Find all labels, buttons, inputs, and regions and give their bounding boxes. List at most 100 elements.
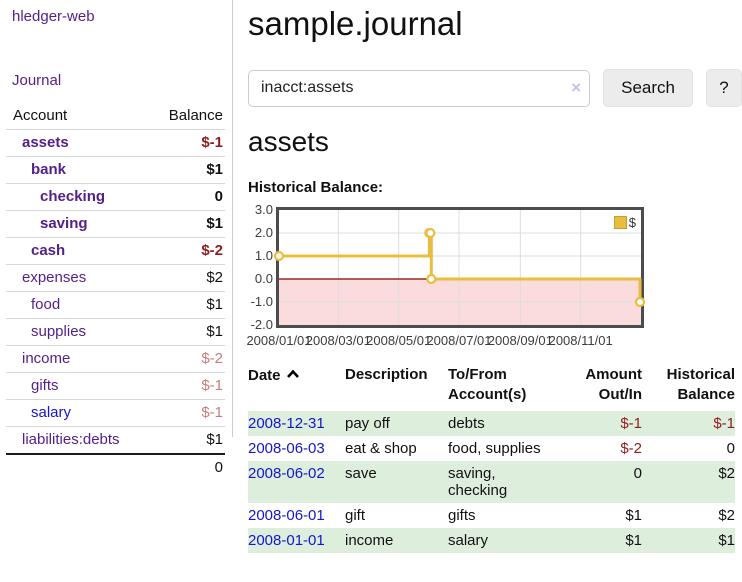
transaction-accounts: gifts — [448, 507, 476, 524]
transaction-description: pay off — [345, 415, 390, 432]
account-link-supplies[interactable]: supplies — [31, 323, 87, 340]
account-row: bank $1 — [6, 156, 225, 184]
search-input[interactable] — [248, 69, 591, 107]
transaction-accounts: debts — [448, 415, 485, 432]
col-description: Description — [345, 366, 428, 383]
account-balance: 0 — [214, 188, 223, 205]
transaction-description: save — [345, 465, 377, 482]
account-row: assets $-1 — [6, 129, 225, 157]
register-row[interactable]: 2008-01-01 income salary $1 $1 — [248, 528, 735, 553]
legend-label: $ — [628, 215, 636, 230]
col-tofrom: To/From Account(s) — [448, 366, 527, 403]
x-axis-tick: 2008/05/01 — [366, 333, 432, 348]
search-button[interactable]: Search — [603, 69, 693, 107]
account-balance: $1 — [206, 161, 223, 178]
transaction-date-link[interactable]: 2008-06-03 — [248, 440, 325, 457]
transaction-date-link[interactable]: 2008-12-31 — [248, 415, 325, 432]
transaction-amount: $-1 — [620, 415, 642, 432]
chart-heading: Historical Balance: — [248, 179, 384, 196]
account-row: income $-2 — [6, 345, 225, 373]
search-input-wrap: × — [248, 69, 591, 107]
account-row: food $1 — [6, 291, 225, 319]
account-link-bank[interactable]: bank — [31, 161, 67, 178]
register-table: Date Description To/From Account(s) Amoun… — [248, 363, 735, 553]
account-balance: $1 — [206, 323, 223, 340]
x-axis-tick: 2008/01/01 — [246, 333, 312, 348]
accounts-col-account: Account — [13, 107, 68, 124]
search-bar: × Search ? — [248, 69, 742, 107]
account-link-salary[interactable]: salary — [31, 404, 72, 421]
register-row[interactable]: 2008-06-02 save saving, checking 0 $2 — [248, 461, 735, 503]
chart-plot-area[interactable]: $ — [273, 207, 646, 328]
account-link-income[interactable]: income — [22, 350, 71, 367]
x-axis-tick: 2008/03/01 — [305, 333, 371, 348]
transaction-amount: $1 — [625, 507, 642, 524]
register-row[interactable]: 2008-06-03 eat & shop food, supplies $-2… — [248, 436, 735, 461]
sidebar: hledger-web Journal Account Balance asse… — [0, 0, 233, 476]
main-content: sample.journal × Search ? assets Histori… — [246, 0, 742, 553]
transaction-balance: 0 — [726, 440, 735, 457]
chart-svg — [273, 210, 646, 325]
transaction-balance: $-1 — [713, 415, 735, 432]
register-row[interactable]: 2008-12-31 pay off debts $-1 $-1 — [248, 411, 735, 436]
account-link-gifts[interactable]: gifts — [31, 377, 59, 394]
col-amount: Amount Out/In — [585, 366, 642, 403]
register-row[interactable]: 2008-06-01 gift gifts $1 $2 — [248, 503, 735, 528]
x-axis-tick: 2008/11/01 — [548, 333, 613, 348]
legend-swatch-icon — [613, 216, 627, 229]
accounts-total-row: 0 — [6, 454, 225, 481]
account-link-assets[interactable]: assets — [22, 134, 69, 151]
account-link-food[interactable]: food — [31, 296, 61, 313]
y-axis-tick: 2.0 — [254, 225, 273, 240]
sidebar-item-journal[interactable]: Journal — [12, 72, 62, 89]
clear-search-icon[interactable]: × — [571, 77, 582, 97]
register-header-row: Date Description To/From Account(s) Amoun… — [248, 363, 735, 411]
y-axis-tick: -2.0 — [250, 317, 273, 332]
accounts-col-balance: Balance — [168, 107, 223, 124]
account-balance: $-2 — [201, 242, 223, 259]
account-link-saving[interactable]: saving — [40, 215, 88, 232]
transaction-description: income — [345, 532, 394, 549]
historical-balance-chart: 3.0 2.0 1.0 0.0 -1.0 -2.0 $ 2008/01/01 2… — [246, 202, 742, 350]
account-link-checking[interactable]: checking — [40, 188, 106, 205]
account-balance: $-1 — [201, 134, 223, 151]
transaction-date-link[interactable]: 2008-01-01 — [248, 532, 325, 549]
transaction-accounts: salary — [448, 532, 489, 549]
account-row: gifts $-1 — [6, 372, 225, 400]
account-balance: $-1 — [201, 404, 223, 421]
transaction-description: eat & shop — [345, 440, 417, 457]
account-row: checking 0 — [6, 183, 225, 211]
account-balance: $1 — [206, 431, 223, 448]
accounts-table: Account Balance assets $-1 bank $1 check… — [6, 103, 225, 481]
y-axis-tick: -1.0 — [250, 294, 273, 309]
transaction-amount: $1 — [625, 532, 642, 549]
y-axis-tick: 0.0 — [254, 271, 273, 286]
account-balance: $2 — [206, 269, 223, 286]
x-axis-tick: 2008/09/01 — [487, 333, 553, 348]
app-brand[interactable]: hledger-web — [12, 8, 95, 25]
transaction-date-link[interactable]: 2008-06-01 — [248, 507, 325, 524]
col-date[interactable]: Date — [248, 363, 345, 411]
account-link-cash[interactable]: cash — [31, 242, 66, 259]
transaction-balance: $1 — [718, 532, 735, 549]
transaction-description: gift — [345, 507, 366, 524]
account-row: cash $-2 — [6, 237, 225, 265]
x-axis-tick: 2008/07/01 — [426, 333, 492, 348]
account-row: liabilities:debts $1 — [6, 426, 225, 455]
transaction-balance: $2 — [718, 507, 735, 524]
account-balance: $1 — [206, 215, 223, 232]
account-balance: $1 — [206, 296, 223, 313]
y-axis-tick: 1.0 — [254, 248, 273, 263]
sort-ascending-icon — [286, 365, 300, 385]
transaction-amount: $-2 — [620, 440, 642, 457]
account-balance: $-1 — [201, 377, 223, 394]
account-link-liabilities-debts[interactable]: liabilities:debts — [22, 431, 120, 448]
accounts-header-row: Account Balance — [6, 103, 225, 130]
transaction-accounts: food, supplies — [448, 440, 541, 457]
account-balance: $-2 — [201, 350, 223, 367]
account-row: salary $-1 — [6, 399, 225, 427]
account-link-expenses[interactable]: expenses — [22, 269, 87, 286]
transaction-date-link[interactable]: 2008-06-02 — [248, 465, 325, 482]
help-button[interactable]: ? — [705, 69, 742, 107]
transaction-balance: $2 — [718, 465, 735, 482]
